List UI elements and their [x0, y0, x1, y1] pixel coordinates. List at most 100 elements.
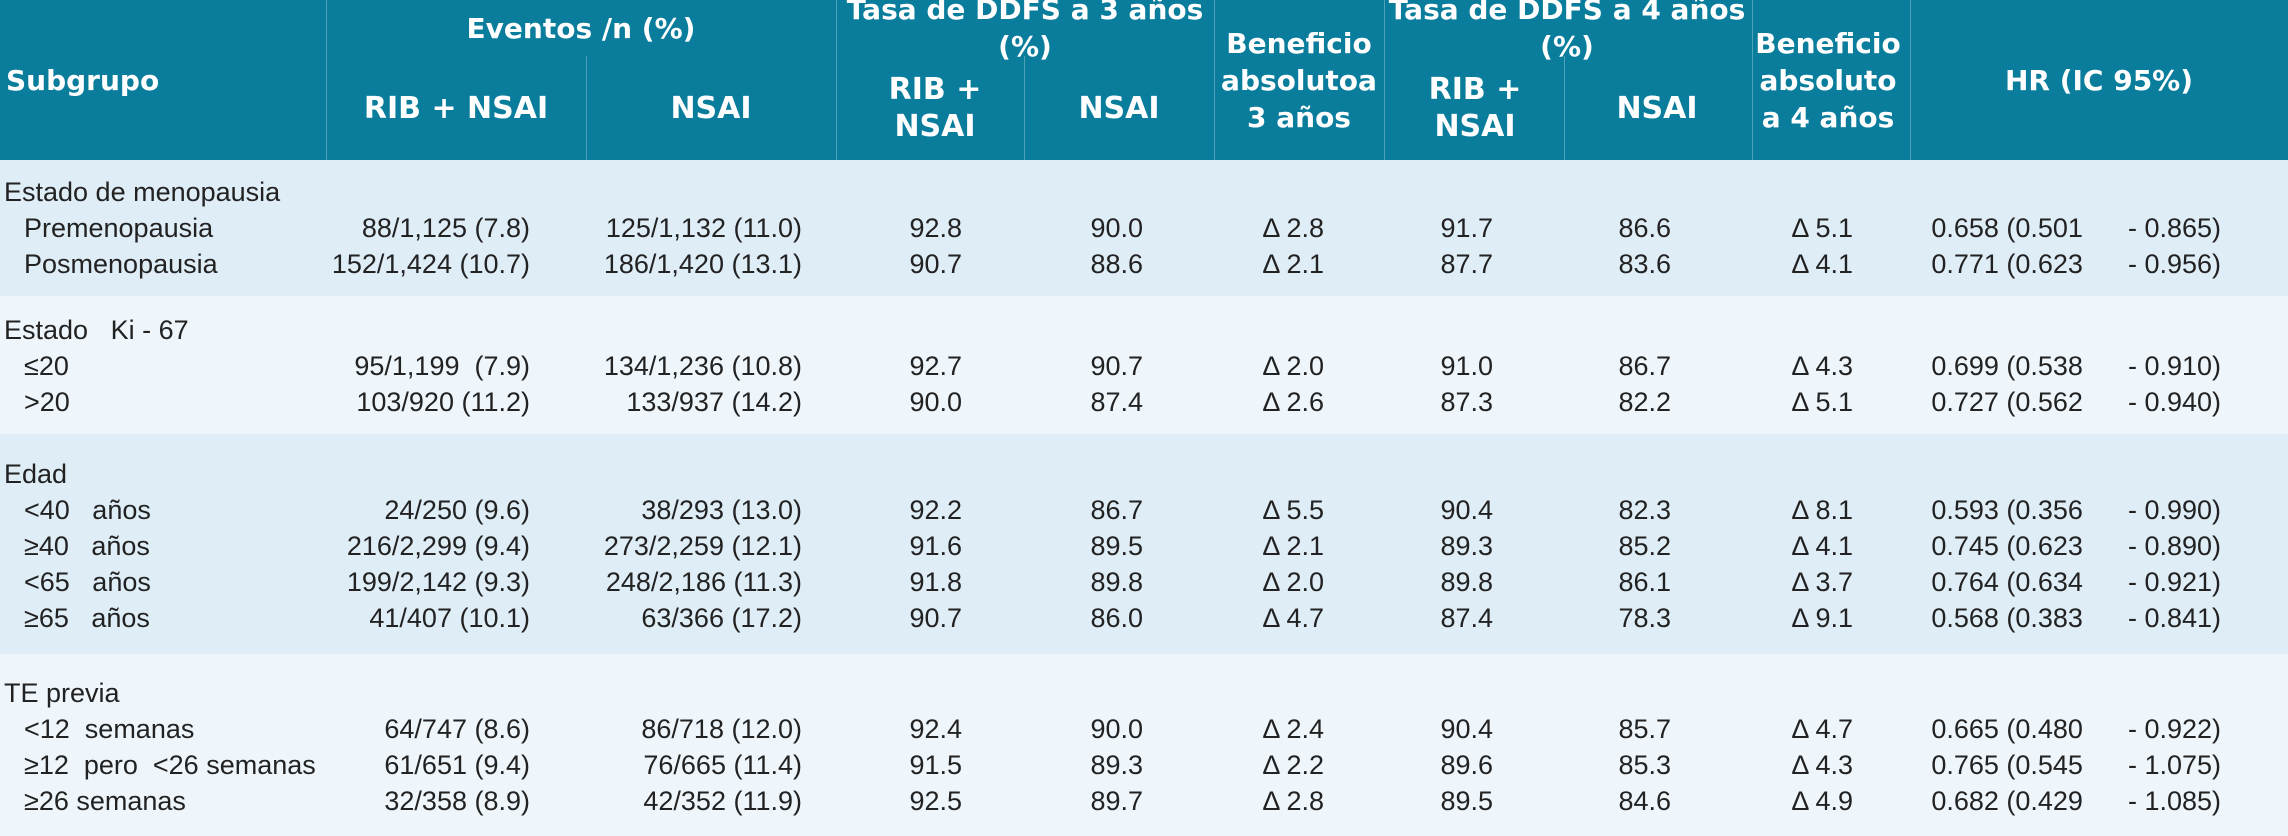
benefit-4y: Δ 4.1: [1791, 531, 1853, 561]
rate3-rib-nsai: 91.6: [909, 531, 962, 561]
header-hr: HR (IC 95%): [2004, 63, 2194, 97]
events-rib-nsai: 64/747 (8.6): [384, 714, 530, 744]
events-nsai: 38/293 (13.0): [641, 495, 802, 525]
header-rate3-rib-nsai: RIB + NSAI: [888, 72, 982, 144]
table-row: >20 103/920 (11.2) 133/937 (14.2) 90.0 87.4 Δ…: [0, 384, 2288, 420]
hazard-ratio: 0.764 (0.634 - 0.921): [1931, 567, 2221, 597]
header-rate3-nsai: NSAI: [1078, 90, 1160, 126]
rate4-rib-nsai: 87.3: [1440, 387, 1493, 417]
events-rib-nsai: 41/407 (10.1): [369, 603, 530, 633]
rate3-nsai: 86.7: [1090, 495, 1143, 525]
hazard-ratio: 0.658 (0.501 - 0.865): [1931, 213, 2221, 243]
table-row: Premenopausia 88/1,125 (7.8) 125/1,132 (11…: [0, 210, 2288, 246]
rate4-nsai: 86.1: [1618, 567, 1671, 597]
events-nsai: 42/352 (11.9): [643, 786, 802, 816]
group-title-prior-et: TE previa: [4, 678, 120, 708]
header-events-rib-nsai: RIB + NSAI: [363, 90, 549, 126]
group-title-age: Edad: [4, 459, 68, 489]
rate3-rib-nsai: 92.2: [909, 495, 962, 525]
table-row: ≤20 95/1,199 (7.9) 134/1,236 (10.8) 92.7 90.…: [0, 348, 2288, 384]
table-row: ≥65 años 41/407 (10.1) 63/366 (17.2) 90.7 86…: [0, 600, 2288, 636]
rate4-nsai: 85.7: [1618, 714, 1671, 744]
row-label: ≥12 pero <26 semanas: [24, 750, 316, 780]
rate4-nsai: 86.6: [1618, 213, 1671, 243]
row-label: Premenopausia: [24, 213, 214, 243]
rate3-rib-nsai: 90.7: [909, 603, 962, 633]
hazard-ratio: 0.771 (0.623 - 0.956): [1931, 249, 2221, 279]
group-title-ki67: Estado Ki - 67: [4, 315, 189, 345]
rate3-nsai: 87.4: [1090, 387, 1143, 417]
rate3-rib-nsai: 92.7: [909, 351, 962, 381]
rate3-nsai: 89.8: [1090, 567, 1143, 597]
events-rib-nsai: 88/1,125 (7.8): [361, 213, 530, 243]
rate3-nsai: 89.7: [1090, 786, 1143, 816]
rate3-rib-nsai: 92.4: [909, 714, 962, 744]
benefit-3y: Δ 2.0: [1262, 351, 1324, 381]
events-nsai: 76/665 (11.4): [643, 750, 802, 780]
header-benefit-3y: Beneficio absolutoa 3 años: [1221, 26, 1377, 134]
benefit-3y: Δ 2.8: [1262, 786, 1324, 816]
hazard-ratio: 0.745 (0.623 - 0.890): [1931, 531, 2221, 561]
events-rib-nsai: 24/250 (9.6): [384, 495, 530, 525]
table-row: <40 años 24/250 (9.6) 38/293 (13.0) 92.2 86.…: [0, 492, 2288, 528]
benefit-4y: Δ 4.3: [1791, 351, 1853, 381]
rate3-rib-nsai: 90.7: [909, 249, 962, 279]
rate3-nsai: 89.3: [1090, 750, 1143, 780]
rate3-rib-nsai: 90.0: [909, 387, 962, 417]
benefit-4y: Δ 4.9: [1791, 786, 1853, 816]
header-rate4-rib-nsai: RIB + NSAI: [1428, 72, 1522, 144]
band-menopause: [0, 160, 2288, 296]
events-nsai: 273/2,259 (12.1): [603, 531, 802, 561]
rate4-nsai: 85.3: [1618, 750, 1671, 780]
band-age: [0, 434, 2288, 654]
rate4-rib-nsai: 89.3: [1440, 531, 1493, 561]
benefit-3y: Δ 4.7: [1262, 603, 1324, 633]
rate4-nsai: 78.3: [1618, 603, 1671, 633]
rate4-nsai: 86.7: [1618, 351, 1671, 381]
row-label: <12 semanas: [24, 714, 195, 744]
events-rib-nsai: 152/1,424 (10.7): [331, 249, 530, 279]
hazard-ratio: 0.727 (0.562 - 0.940): [1931, 387, 2221, 417]
events-nsai: 125/1,132 (11.0): [605, 213, 802, 243]
benefit-4y: Δ 3.7: [1791, 567, 1853, 597]
row-label: ≤20: [24, 351, 69, 381]
rate3-rib-nsai: 91.5: [909, 750, 962, 780]
row-label: ≥26 semanas: [24, 786, 186, 816]
hazard-ratio: 0.665 (0.480 - 0.922): [1931, 714, 2221, 744]
benefit-3y: Δ 2.8: [1262, 213, 1324, 243]
rate4-rib-nsai: 90.4: [1440, 714, 1493, 744]
table-row: ≥12 pero <26 semanas 61/651 (9.4) 76/665 (…: [0, 747, 2288, 783]
events-rib-nsai: 61/651 (9.4): [384, 750, 530, 780]
rate4-rib-nsai: 91.0: [1440, 351, 1493, 381]
benefit-3y: Δ 2.1: [1262, 249, 1324, 279]
group-title-menopause: Estado de menopausia: [4, 177, 281, 207]
row-label: <40 años: [24, 495, 151, 525]
row-label: ≥65 años: [24, 603, 150, 633]
benefit-4y: Δ 4.7: [1791, 714, 1853, 744]
table-row: <12 semanas 64/747 (8.6) 86/718 (12.0) 92.4…: [0, 711, 2288, 747]
events-nsai: 63/366 (17.2): [641, 603, 802, 633]
rate4-rib-nsai: 87.7: [1440, 249, 1493, 279]
row-label: <65 años: [24, 567, 151, 597]
benefit-3y: Δ 2.0: [1262, 567, 1324, 597]
rate3-rib-nsai: 92.8: [909, 213, 962, 243]
rate4-nsai: 82.3: [1618, 495, 1671, 525]
header-events-nsai: NSAI: [670, 90, 752, 126]
hazard-ratio: 0.765 (0.545 - 1.075): [1931, 750, 2221, 780]
benefit-4y: Δ 4.3: [1791, 750, 1853, 780]
rate3-nsai: 90.7: [1090, 351, 1143, 381]
rate4-rib-nsai: 89.8: [1440, 567, 1493, 597]
hazard-ratio: 0.593 (0.356 - 0.990): [1931, 495, 2221, 525]
events-rib-nsai: 216/2,299 (9.4): [346, 531, 530, 561]
events-nsai: 133/937 (14.2): [626, 387, 802, 417]
rate3-rib-nsai: 92.5: [909, 786, 962, 816]
events-rib-nsai: 95/1,199 (7.9): [354, 351, 530, 381]
header-benefit-4y: Beneficio absoluto a 4 años: [1755, 26, 1901, 134]
header-subgroup: Subgrupo: [6, 63, 160, 97]
table-row: <65 años 199/2,142 (9.3) 248/2,186 (11.3) 9…: [0, 564, 2288, 600]
rate4-rib-nsai: 87.4: [1440, 603, 1493, 633]
benefit-3y: Δ 2.4: [1262, 714, 1324, 744]
events-nsai: 134/1,236 (10.8): [603, 351, 802, 381]
benefit-3y: Δ 2.6: [1262, 387, 1324, 417]
